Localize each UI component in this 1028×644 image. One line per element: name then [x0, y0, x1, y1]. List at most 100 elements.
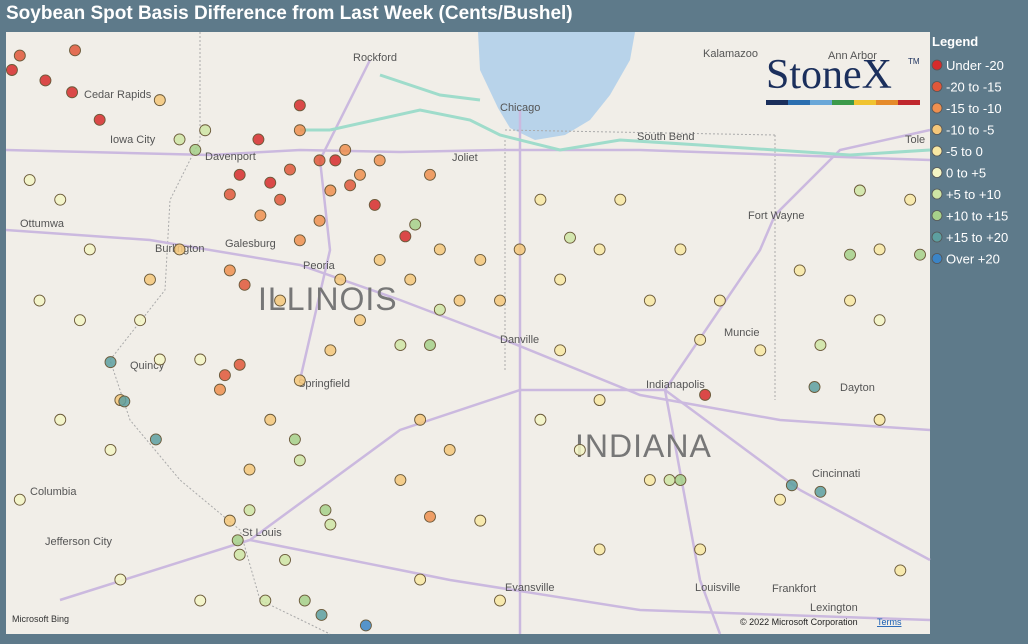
- basis-point: [153, 94, 166, 107]
- basis-point: [54, 413, 67, 426]
- basis-point: [274, 294, 287, 307]
- basis-point: [474, 514, 487, 527]
- terms-link[interactable]: Terms: [877, 617, 902, 627]
- basis-point: [104, 356, 117, 369]
- basis-point: [354, 168, 366, 181]
- basis-point: [894, 564, 907, 577]
- basis-point: [554, 344, 567, 357]
- basis-point: [593, 543, 606, 556]
- basis-point: [173, 243, 186, 256]
- city-label: Kalamazoo: [703, 48, 758, 60]
- basis-point: [324, 518, 337, 531]
- basis-point: [173, 133, 186, 146]
- basis-point: [614, 193, 627, 206]
- basis-point: [494, 294, 506, 307]
- basis-point: [293, 124, 306, 137]
- basis-point: [373, 154, 386, 167]
- basis-point: [69, 44, 81, 57]
- basis-point: [663, 474, 676, 486]
- logo-stripe: [898, 100, 920, 105]
- basis-point: [424, 510, 436, 523]
- legend-label: +10 to +15: [946, 209, 1008, 224]
- basis-point: [433, 303, 446, 316]
- basis-point: [359, 619, 372, 632]
- basis-point: [223, 188, 236, 201]
- basis-point: [264, 413, 277, 426]
- basis-point: [33, 294, 46, 307]
- basis-point: [793, 264, 806, 277]
- basis-point: [844, 248, 856, 261]
- basis-point: [534, 193, 547, 206]
- city-label: Cincinnati: [812, 468, 860, 480]
- basis-point: [573, 443, 586, 456]
- basis-point: [674, 474, 687, 486]
- basis-point: [214, 383, 226, 396]
- basis-point: [534, 413, 547, 426]
- basis-point: [334, 273, 347, 286]
- legend-swatch: [931, 102, 943, 114]
- legend-swatch: [931, 59, 943, 71]
- road: [5, 148, 931, 162]
- city-label: Muncie: [724, 327, 759, 339]
- basis-point: [218, 369, 231, 382]
- legend-label: 0 to +5: [946, 166, 986, 181]
- basis-point: [313, 154, 326, 167]
- basis-point: [194, 353, 207, 366]
- basis-point: [259, 594, 272, 607]
- legend-title: Legend: [932, 34, 978, 49]
- basis-point: [373, 253, 386, 266]
- legend-label: -20 to -15: [946, 80, 1002, 95]
- copyright: © 2022 Microsoft Corporation: [740, 617, 858, 627]
- road: [298, 59, 372, 381]
- basis-point: [643, 294, 656, 307]
- highway: [329, 108, 931, 157]
- basis-point: [694, 543, 707, 556]
- basis-point: [5, 64, 18, 76]
- title: Soybean Spot Basis Difference from Last …: [6, 3, 573, 24]
- basis-point: [339, 143, 352, 156]
- city-label: South Bend: [637, 131, 695, 143]
- basis-point: [118, 395, 131, 408]
- basis-point: [814, 485, 827, 498]
- basis-point: [23, 174, 36, 186]
- basis-point: [298, 594, 311, 607]
- city-label: Rockford: [353, 52, 397, 64]
- legend-swatch: [931, 81, 943, 92]
- basis-point: [414, 413, 427, 426]
- basis-point: [233, 358, 246, 371]
- basis-point: [288, 433, 301, 446]
- map-background: [6, 32, 930, 634]
- city-label: Chicago: [500, 102, 540, 114]
- legend-swatch: [931, 124, 943, 135]
- basis-point: [274, 193, 287, 206]
- basis-point: [368, 198, 381, 211]
- basis-point: [593, 394, 606, 407]
- basis-point: [315, 609, 328, 621]
- base-map: [5, 32, 931, 635]
- basis-point: [554, 273, 567, 286]
- basis-point: [354, 314, 366, 327]
- basis-point: [13, 493, 26, 506]
- basis-point: [674, 243, 687, 256]
- basis-point: [233, 168, 246, 181]
- basis-point: [66, 86, 79, 99]
- legend-label: +5 to +10: [946, 187, 1001, 202]
- city-label: Indianapolis: [646, 379, 705, 391]
- legend-label: +15 to +20: [946, 230, 1008, 245]
- basis-point: [144, 273, 156, 286]
- city-label: Danville: [500, 334, 539, 346]
- legend-swatch: [931, 188, 943, 200]
- basis-point: [694, 333, 707, 346]
- basis-point: [329, 154, 342, 167]
- basis-point: [394, 474, 407, 486]
- city-label: Lexington: [810, 602, 858, 614]
- basis-point: [134, 314, 147, 327]
- logo-stripe: [832, 100, 854, 105]
- road: [663, 389, 722, 635]
- city-label: Columbia: [30, 486, 77, 498]
- basis-point: [873, 314, 886, 327]
- basis-point: [238, 278, 251, 291]
- logo-text: StoneX: [766, 52, 892, 98]
